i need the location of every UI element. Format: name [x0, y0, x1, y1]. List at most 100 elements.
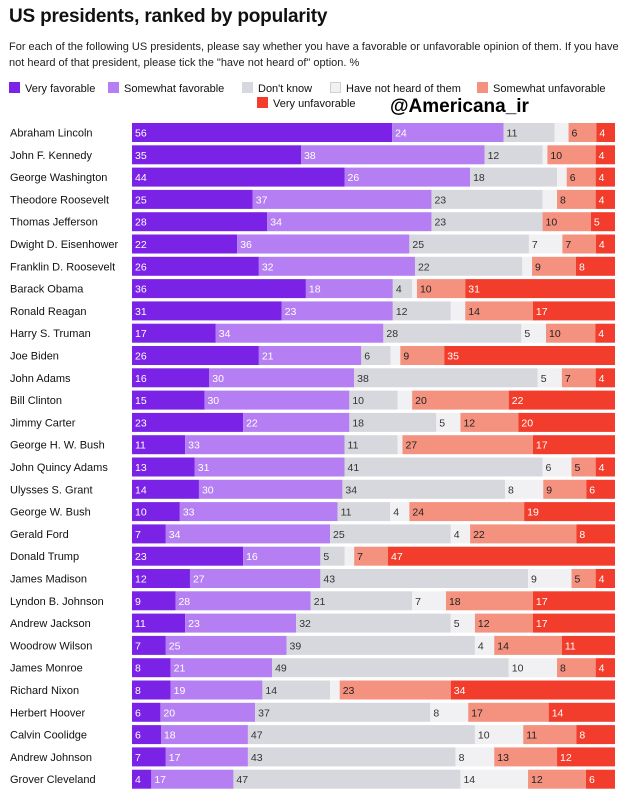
bar-segment-somewhat-favorable — [151, 769, 234, 789]
data-label: 23 — [434, 194, 446, 206]
bar-segment-very-unfavorable — [595, 368, 615, 388]
data-label: 27 — [405, 440, 417, 452]
bar-segment-have-not-heard-of-them — [474, 725, 524, 745]
bar-segment-somewhat-favorable — [165, 635, 287, 655]
bar-segment-somewhat-favorable — [175, 591, 311, 611]
category-label: John Adams — [10, 373, 71, 385]
data-label: 47 — [391, 551, 403, 563]
legend-swatch — [477, 82, 488, 93]
category-label: Barack Obama — [10, 284, 84, 296]
bar-segment-don-t-know — [247, 747, 456, 767]
bar-segment-very-favorable — [132, 635, 166, 655]
bar-segment-very-favorable — [132, 323, 216, 343]
data-label: 17 — [536, 596, 548, 608]
data-label: 17 — [154, 774, 166, 786]
bar-segment-somewhat-favorable — [160, 725, 248, 745]
legend-item-somewhat-favorable: Somewhat favorable — [108, 82, 224, 96]
category-label: Bill Clinton — [10, 395, 62, 407]
bar-segment-very-favorable — [132, 591, 176, 611]
data-label: 8 — [579, 261, 585, 273]
data-label: 7 — [532, 239, 538, 251]
data-label: 10 — [478, 730, 490, 742]
bar-segment-very-favorable — [132, 301, 282, 321]
category-label: John F. Kennedy — [10, 150, 92, 162]
bar-segment-somewhat-favorable — [185, 613, 297, 633]
bar-segment-somewhat-unfavorable — [571, 569, 596, 588]
category-label: Calvin Coolidge — [10, 730, 87, 742]
data-label: 18 — [473, 172, 485, 184]
category-label: Richard Nixon — [10, 685, 79, 697]
bar-segment-somewhat-unfavorable — [557, 658, 596, 678]
bar-row-andrew-johnson: Andrew Johnson 7 17 43 8 13 12 — [10, 747, 615, 767]
bar-segment-don-t-know — [431, 189, 543, 209]
category-label: Lyndon B. Johnson — [10, 596, 104, 608]
bar-segment-don-t-know — [330, 524, 451, 544]
bar-segment-somewhat-favorable — [170, 658, 273, 678]
bar-segment-have-not-heard-of-them — [450, 301, 466, 321]
bar-segment-have-not-heard-of-them — [430, 702, 469, 722]
bar-segment-have-not-heard-of-them — [557, 167, 567, 187]
legend-swatch — [9, 82, 20, 93]
data-label: 12 — [135, 574, 147, 586]
data-label: 5 — [323, 551, 329, 563]
bar-segment-don-t-know — [503, 123, 555, 142]
bar-segment-don-t-know — [286, 635, 475, 655]
bar-row-grover-cleveland: Grover Cleveland 4 17 47 14 12 6 — [10, 769, 615, 789]
bar-segment-very-unfavorable — [561, 635, 615, 655]
data-label: 25 — [412, 239, 424, 251]
bar-segment-don-t-know — [272, 658, 509, 678]
bar-segment-very-unfavorable — [518, 412, 615, 432]
data-label: 18 — [309, 284, 321, 296]
legend-swatch — [330, 82, 341, 93]
bar-segment-very-unfavorable — [450, 680, 615, 700]
bar-segment-somewhat-favorable — [344, 167, 471, 187]
category-label: Harry S. Truman — [10, 328, 91, 340]
bar-segment-somewhat-favorable — [267, 212, 432, 232]
data-label: 36 — [135, 284, 147, 296]
bar-segment-very-favorable — [132, 279, 306, 299]
data-label: 4 — [599, 574, 605, 586]
bar-segment-have-not-heard-of-them — [390, 346, 401, 365]
bar-segment-very-unfavorable — [575, 256, 615, 276]
bar-row-john-adams: John Adams 16 30 38 5 7 4 — [10, 368, 615, 388]
bar-segment-somewhat-unfavorable — [543, 479, 587, 499]
bar-segment-very-unfavorable — [596, 123, 615, 142]
bar-segment-somewhat-favorable — [281, 301, 393, 321]
data-label: 23 — [434, 217, 446, 229]
data-label: 6 — [135, 730, 141, 742]
legend-swatch — [257, 97, 268, 108]
bar-row-franklin-d-roosevelt: Franklin D. Roosevelt 26 32 22 9 8 — [10, 256, 615, 276]
bar-segment-very-unfavorable — [586, 769, 615, 789]
bar-segment-don-t-know — [337, 502, 391, 522]
data-label: 25 — [169, 640, 181, 652]
bar-segment-somewhat-unfavorable — [474, 613, 533, 633]
bar-segment-don-t-know — [470, 167, 558, 187]
data-label: 22 — [246, 417, 258, 429]
bar-segment-somewhat-favorable — [170, 680, 263, 700]
bar-row-john-f-kennedy: John F. Kennedy 35 38 12 10 4 — [10, 145, 615, 165]
bar-segment-very-favorable — [132, 346, 259, 365]
bar-segment-don-t-know — [344, 457, 543, 477]
bar-segment-somewhat-unfavorable — [400, 346, 445, 365]
bar-row-richard-nixon: Richard Nixon 8 19 14 23 34 — [10, 680, 615, 700]
category-label: George W. Bush — [10, 507, 91, 519]
data-label: 7 — [135, 640, 141, 652]
category-label: Jimmy Carter — [10, 417, 76, 429]
bar-segment-very-favorable — [132, 435, 186, 455]
data-label: 4 — [599, 239, 605, 251]
data-label: 9 — [535, 261, 541, 273]
category-label: George H. W. Bush — [10, 440, 105, 452]
bar-segment-somewhat-favorable — [209, 368, 355, 388]
bar-segment-somewhat-unfavorable — [354, 546, 388, 566]
category-label: Franklin D. Roosevelt — [10, 261, 115, 273]
bar-segment-don-t-know — [383, 323, 522, 343]
data-label: 5 — [594, 217, 600, 229]
bar-segment-somewhat-unfavorable — [445, 591, 533, 611]
data-label: 24 — [412, 507, 424, 519]
data-label: 8 — [433, 707, 439, 719]
data-label: 8 — [135, 685, 141, 697]
bar-row-thomas-jefferson: Thomas Jefferson 28 34 23 10 5 — [10, 212, 615, 232]
data-label: 36 — [240, 239, 252, 251]
category-label: Ulysses S. Grant — [10, 484, 93, 496]
